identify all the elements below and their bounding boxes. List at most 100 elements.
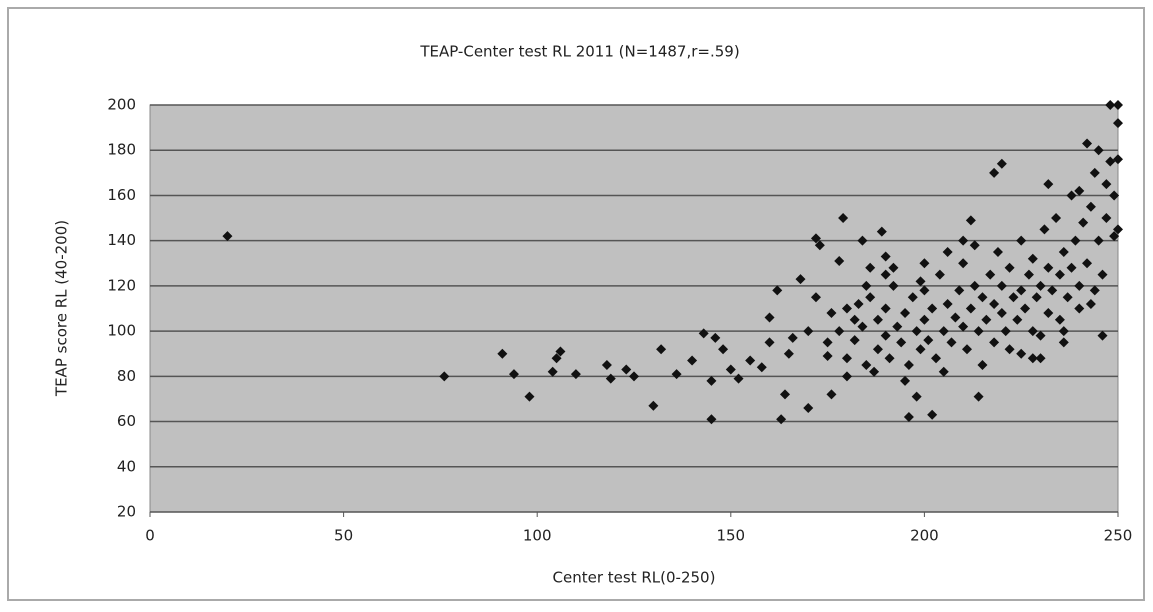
point [849, 335, 860, 346]
point [872, 344, 883, 355]
point [1093, 145, 1104, 156]
point [911, 326, 922, 337]
point [838, 213, 849, 224]
point [934, 269, 945, 280]
point [1105, 100, 1116, 110]
point [958, 258, 969, 269]
point [965, 215, 976, 226]
point [900, 308, 911, 319]
point [907, 292, 918, 303]
point [942, 246, 953, 257]
point [671, 369, 682, 380]
x-tick-label: 250 [1104, 527, 1133, 545]
point [958, 235, 969, 246]
point [938, 366, 949, 377]
point [834, 326, 845, 337]
point [1085, 298, 1096, 309]
point [969, 280, 980, 291]
point [981, 314, 992, 325]
point [880, 330, 891, 341]
point [1070, 235, 1081, 246]
point [551, 353, 562, 364]
point [733, 373, 744, 384]
point [1101, 213, 1112, 224]
point [1058, 246, 1069, 257]
point [1054, 314, 1065, 325]
point [810, 233, 821, 244]
point [861, 360, 872, 371]
point [903, 360, 914, 371]
point [524, 391, 535, 402]
point [1085, 201, 1096, 212]
point [931, 353, 942, 364]
point [687, 355, 698, 366]
point [222, 231, 233, 242]
point [1035, 280, 1046, 291]
point [706, 375, 717, 386]
point [919, 314, 930, 325]
point [1027, 353, 1038, 364]
point [880, 303, 891, 314]
x-axis-label: Center test RL(0-250) [553, 569, 716, 587]
point [880, 251, 891, 262]
point [1066, 190, 1077, 201]
point [861, 280, 872, 291]
point [927, 409, 938, 420]
point [1043, 308, 1054, 319]
y-tick-label: 180 [107, 141, 136, 159]
point [1020, 303, 1031, 314]
point [1039, 224, 1050, 235]
point [900, 375, 911, 386]
point [1043, 179, 1054, 190]
y-tick-label: 160 [107, 186, 136, 204]
point [605, 373, 616, 384]
y-tick-label: 200 [107, 96, 136, 114]
point [1093, 235, 1104, 246]
point [872, 314, 883, 325]
point [1074, 185, 1085, 196]
point [1082, 258, 1093, 269]
y-tick-label: 40 [117, 457, 136, 475]
point [718, 344, 729, 355]
point [822, 337, 833, 348]
point [601, 360, 612, 371]
point [508, 369, 519, 380]
point [1027, 253, 1038, 264]
point [1004, 344, 1015, 355]
point [1043, 262, 1054, 273]
point [570, 369, 581, 380]
point [923, 335, 934, 346]
point [950, 312, 961, 323]
point [1074, 280, 1085, 291]
point [880, 269, 891, 280]
point [876, 226, 887, 237]
point [1016, 235, 1027, 246]
point [865, 262, 876, 273]
point [1113, 154, 1123, 165]
y-tick-label: 140 [107, 231, 136, 249]
y-tick-label: 80 [117, 367, 136, 385]
point [1012, 314, 1023, 325]
point [621, 364, 632, 375]
point [1035, 330, 1046, 341]
y-tick-label: 60 [117, 412, 136, 430]
point [1027, 326, 1038, 337]
point [989, 298, 1000, 309]
x-tick-label: 0 [145, 527, 155, 545]
point [1051, 213, 1062, 224]
point [915, 276, 926, 287]
point [954, 285, 965, 296]
point [1047, 285, 1058, 296]
point [1000, 326, 1011, 337]
point [1031, 292, 1042, 303]
y-axis-label: TEAP score RL (40-200) [53, 220, 71, 397]
point [772, 285, 783, 296]
point [1078, 217, 1089, 228]
point [977, 292, 988, 303]
point [869, 366, 880, 377]
x-tick-label: 50 [334, 527, 353, 545]
point [884, 353, 895, 364]
point [973, 391, 984, 402]
point [989, 167, 1000, 178]
